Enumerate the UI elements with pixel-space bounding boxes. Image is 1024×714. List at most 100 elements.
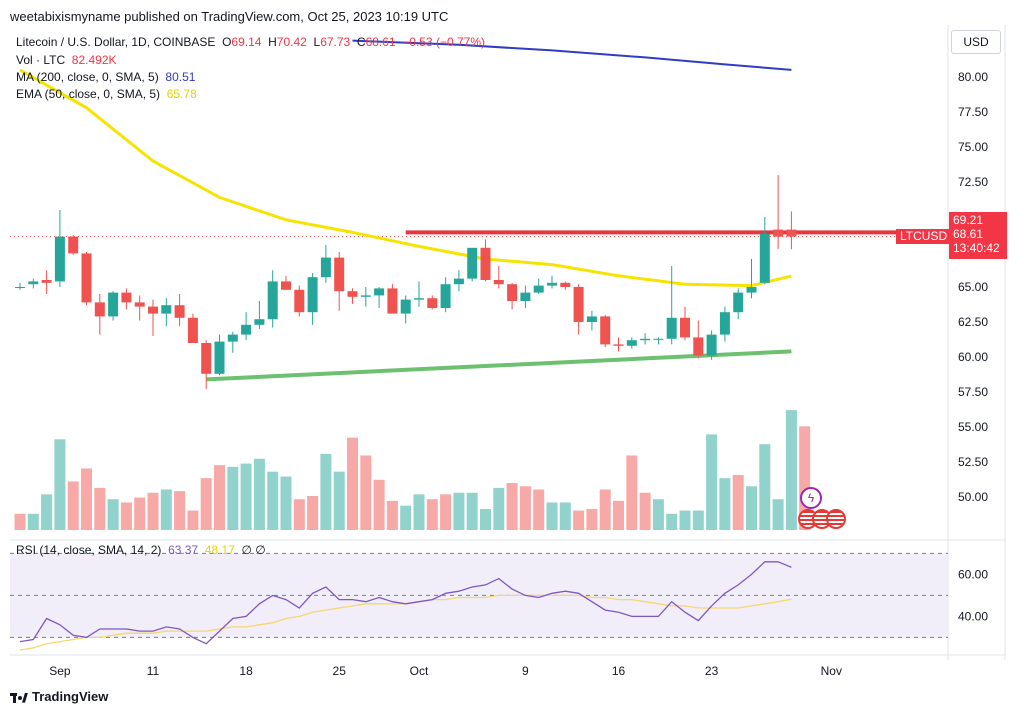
time-tick-label: Nov — [821, 664, 842, 678]
volume-bar — [426, 499, 438, 530]
price-tick-label: 60.00 — [958, 350, 988, 364]
volume-bar — [174, 491, 186, 530]
volume-bar — [227, 466, 239, 530]
volume-bar — [253, 458, 265, 530]
volume-bar — [480, 508, 491, 530]
rsi-value: 63.37 — [168, 543, 199, 557]
volume-bar — [280, 476, 292, 530]
volume-bar — [147, 492, 159, 530]
candle-body — [400, 299, 411, 314]
volume-bar — [360, 455, 372, 530]
volume-bar — [386, 500, 398, 530]
last-price-tag: 69.21 68.61 13:40:42 — [949, 212, 1007, 259]
low-label: L — [313, 35, 321, 49]
volume-bar — [187, 510, 199, 530]
time-tick-label: Oct — [410, 664, 429, 678]
ma200-line — [352, 39, 792, 71]
symbol-legend: Litecoin / U.S. Dollar, 1D, COINBASE O69… — [16, 35, 485, 49]
ma-value: 80.51 — [165, 70, 196, 84]
price-tick-label: 55.00 — [958, 420, 988, 434]
candle-body — [520, 292, 531, 301]
candle-body — [241, 324, 252, 335]
candle-body — [201, 343, 212, 374]
candle-body — [414, 298, 424, 300]
volume-bar — [14, 513, 26, 530]
candle-body — [174, 305, 185, 318]
price-value: 68.61 — [953, 227, 984, 241]
volume-bar — [240, 463, 252, 530]
ticker-tag: LTCUSD — [896, 229, 952, 244]
candle-body — [54, 236, 65, 282]
volume-bar — [267, 471, 279, 530]
support-trendline — [206, 349, 792, 382]
candle-body — [254, 319, 265, 325]
volume-bar — [799, 426, 811, 530]
candle-body — [560, 282, 571, 287]
price-tick-label: 72.50 — [958, 175, 988, 189]
volume-bar — [413, 494, 425, 530]
candle-body — [214, 341, 225, 374]
candle-body — [507, 284, 518, 301]
candle-body — [759, 233, 770, 283]
us-flag-event-icon[interactable] — [826, 509, 846, 529]
candle-body — [28, 281, 39, 285]
candle-body — [187, 317, 198, 343]
price-tick-label: 52.50 — [958, 455, 988, 469]
candle-body — [719, 312, 730, 335]
volume-bar — [719, 478, 731, 530]
rsi-legend: RSI (14, close, SMA, 14, 2) 63.37 48.17 … — [16, 543, 266, 557]
candle-body — [94, 302, 105, 317]
volume-bar — [453, 492, 465, 530]
high-label: H — [268, 35, 277, 49]
close-label: C — [356, 35, 366, 49]
candle-body — [493, 280, 504, 285]
candle-body — [600, 316, 611, 345]
volume-bar — [440, 494, 452, 530]
volume-bar — [120, 502, 132, 530]
volume-bar — [626, 455, 638, 530]
candle-body — [121, 292, 132, 303]
volume-bar — [107, 499, 119, 530]
candle-body — [427, 298, 438, 308]
candle-body — [347, 291, 358, 297]
rsi-line — [19, 561, 792, 645]
ema-legend: EMA (50, close, 0, SMA, 5) 65.78 — [16, 87, 197, 101]
candle-body — [307, 277, 318, 313]
candle-body — [613, 344, 624, 346]
lightning-event-icon[interactable]: ϟ — [800, 487, 822, 509]
candle-body — [653, 338, 664, 340]
candle-body — [480, 247, 491, 280]
time-tick-label: 18 — [239, 664, 253, 678]
volume-bar — [320, 453, 332, 530]
candle-body — [148, 306, 158, 314]
volume-bar — [134, 497, 146, 530]
candle-body — [626, 340, 637, 346]
volume-bar — [692, 510, 704, 530]
high-mark-value: 69.21 — [953, 213, 984, 227]
candle-body — [81, 253, 92, 303]
volume-bar — [94, 487, 106, 530]
candle-body — [586, 316, 597, 322]
volume-label: Vol · LTC — [16, 53, 66, 67]
volume-bar — [679, 510, 691, 530]
volume-bar — [613, 500, 624, 530]
candle-body — [547, 282, 557, 286]
candle-body — [161, 305, 172, 314]
candle-body — [360, 295, 371, 297]
candle-body — [440, 284, 451, 308]
time-tick-label: 16 — [612, 664, 626, 678]
volume-bar — [533, 489, 545, 530]
currency-selector[interactable]: USD — [951, 30, 1001, 54]
tradingview-logo: TradingView — [10, 689, 108, 704]
volume-bar — [41, 494, 53, 530]
volume-bar — [732, 474, 744, 530]
candle-body — [374, 288, 385, 296]
volume-legend: Vol · LTC 82.492K — [16, 53, 117, 67]
brand-name: TradingView — [32, 689, 109, 704]
rsi-band — [10, 553, 948, 638]
candle-body — [533, 285, 544, 293]
volume-bar — [546, 502, 558, 530]
volume-bar — [466, 492, 478, 530]
volume-bar — [214, 465, 225, 530]
